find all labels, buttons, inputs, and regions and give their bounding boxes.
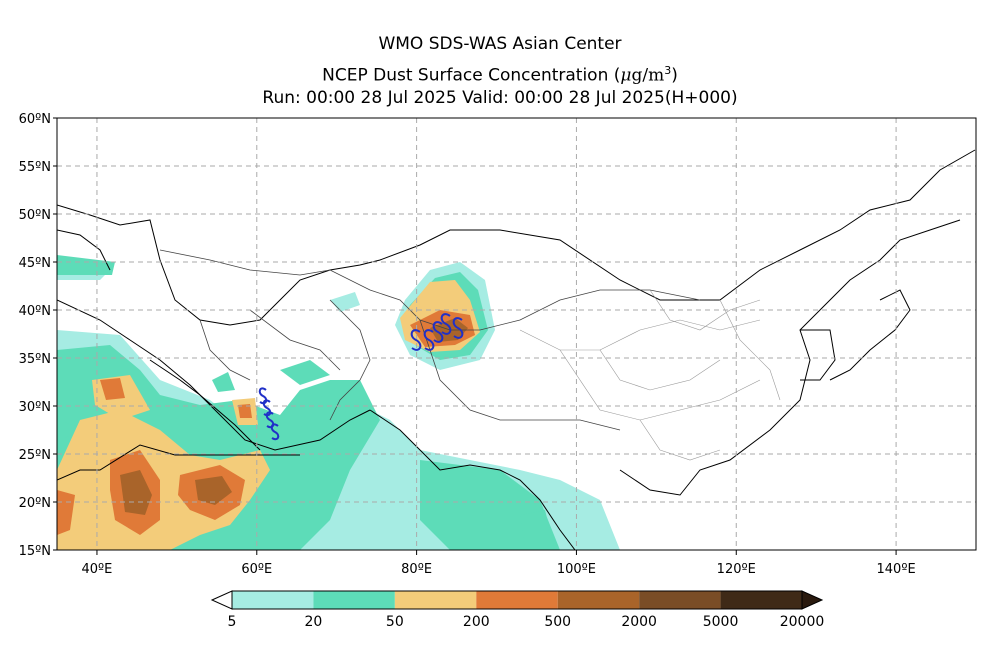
- colorbar-over-arrow: [801, 590, 824, 610]
- country-borders: [159, 249, 701, 431]
- lat-tick-label: 50ºN: [19, 208, 51, 223]
- colorbar-segment: [639, 591, 721, 609]
- colorbar-tick-label: 5: [227, 614, 237, 630]
- gridlines: [57, 118, 976, 550]
- colorbar-tick-label: 200: [462, 614, 490, 630]
- axis-ticks: [53, 117, 897, 555]
- colorbar-tick-label: 20: [304, 614, 323, 630]
- lat-tick-label: 55ºN: [19, 160, 51, 175]
- lat-tick-label: 40ºN: [19, 304, 51, 319]
- coastlines: [57, 149, 976, 550]
- lat-tick-label: 60ºN: [19, 112, 51, 127]
- colorbar-segment: [557, 591, 640, 609]
- run-valid-time: Run: 00:00 28 Jul 2025 Valid: 00:00 28 J…: [262, 88, 738, 108]
- colorbar-segment: [313, 591, 395, 609]
- colorbar-segment: [394, 591, 477, 609]
- dust-field-very-high: [120, 470, 232, 515]
- dust-storm-symbol: [432, 321, 444, 343]
- dust-storm-symbol: [452, 317, 464, 339]
- map-frame: [56, 117, 977, 551]
- lon-tick-label: 80ºE: [401, 562, 432, 577]
- lat-tick-label: 30ºN: [19, 400, 51, 415]
- colorbar-tick-label: 50: [385, 614, 404, 630]
- dust-storm-symbol: [440, 313, 452, 335]
- lon-tick-label: 40ºE: [82, 562, 113, 577]
- colorbar-tick-label: 20000: [779, 614, 825, 630]
- colorbar-tick-label: 2000: [621, 614, 657, 630]
- colorbar-segment: [720, 591, 802, 609]
- dust-storm-symbol: [410, 329, 422, 351]
- dust-storm-symbol: [423, 329, 435, 351]
- colorbar-tick-label: 5000: [702, 614, 739, 630]
- lon-tick-label: 140ºE: [877, 562, 916, 577]
- map-title: WMO SDS-WAS Asian Center: [378, 34, 622, 54]
- map-subtitle: NCEP Dust Surface Concentration (μg/m3): [322, 64, 678, 86]
- colorbar-tick-label: 500: [544, 614, 572, 630]
- lat-tick-label: 25ºN: [19, 448, 51, 463]
- lat-tick-label: 45ºN: [19, 256, 51, 271]
- colorbar-under-arrow: [210, 590, 233, 610]
- dust-storm-symbol: [270, 423, 280, 441]
- colorbar-segment: [232, 591, 314, 609]
- dust-storm-symbol: [262, 399, 272, 417]
- colorbar-segment: [476, 591, 558, 609]
- lon-tick-label: 100ºE: [557, 562, 596, 577]
- lat-tick-label: 35ºN: [19, 352, 51, 367]
- lat-tick-label: 15ºN: [19, 544, 51, 559]
- lat-tick-label: 20ºN: [19, 496, 51, 511]
- lon-tick-label: 60ºE: [241, 562, 272, 577]
- latitude-labels: 60ºN 55ºN 50ºN 45ºN 40ºN 35ºN 30ºN 25ºN 20ºN 15ºN: [19, 112, 51, 559]
- longitude-labels: 40ºE 60ºE 80ºE 100ºE 120ºE 140ºE: [82, 562, 916, 577]
- lon-tick-label: 120ºE: [717, 562, 756, 577]
- dust-storm-symbols: [258, 313, 464, 441]
